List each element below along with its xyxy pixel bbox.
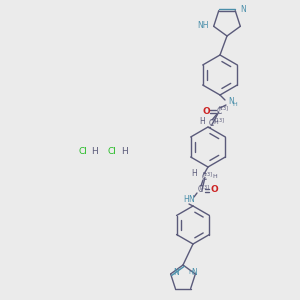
Text: N: N bbox=[173, 268, 178, 278]
Text: Cl: Cl bbox=[79, 148, 87, 157]
Text: C: C bbox=[216, 106, 222, 116]
Text: O: O bbox=[202, 106, 210, 116]
Text: NH: NH bbox=[197, 21, 209, 30]
Text: N: N bbox=[188, 196, 194, 205]
Text: H: H bbox=[92, 148, 98, 157]
Text: [13]: [13] bbox=[215, 118, 225, 122]
Text: H: H bbox=[213, 173, 218, 178]
Text: H: H bbox=[188, 271, 193, 275]
Text: N: N bbox=[191, 268, 197, 278]
Text: H: H bbox=[214, 119, 218, 124]
Text: [13]: [13] bbox=[203, 172, 213, 176]
Text: H: H bbox=[191, 169, 197, 178]
Text: H: H bbox=[121, 148, 128, 157]
Text: C: C bbox=[208, 119, 214, 128]
Text: C: C bbox=[197, 185, 202, 194]
Text: Cl: Cl bbox=[108, 148, 116, 157]
Text: N: N bbox=[228, 98, 234, 106]
Text: N: N bbox=[240, 5, 246, 14]
Text: H: H bbox=[183, 196, 189, 205]
Text: H: H bbox=[199, 116, 205, 125]
Text: [13]: [13] bbox=[219, 106, 229, 110]
Text: C: C bbox=[201, 172, 207, 182]
Text: O: O bbox=[210, 185, 218, 194]
Text: [13]: [13] bbox=[200, 184, 210, 190]
Text: H: H bbox=[232, 101, 237, 106]
